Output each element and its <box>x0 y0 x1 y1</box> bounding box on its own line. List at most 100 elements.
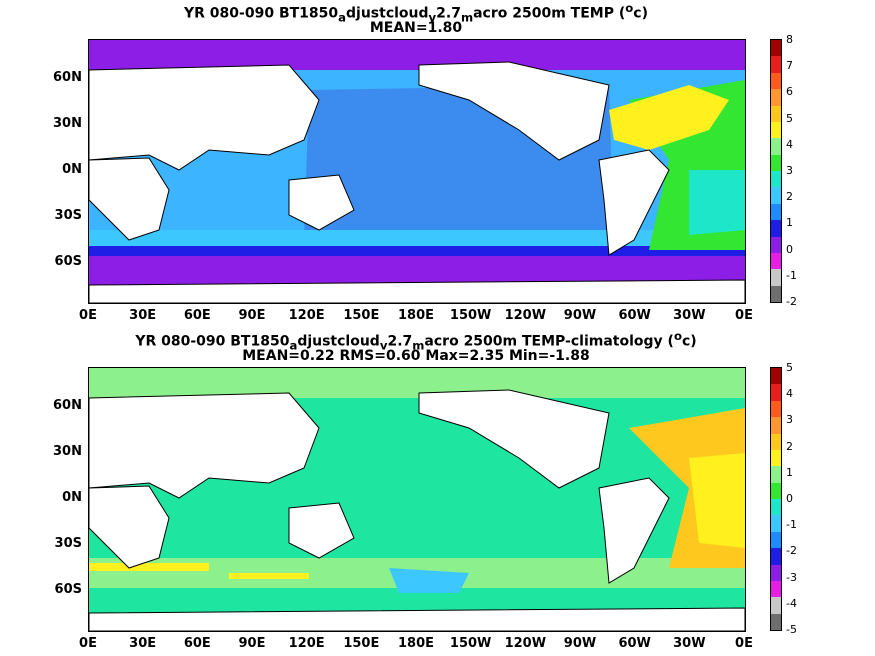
panel2-colorbar-label: 2 <box>786 439 793 453</box>
panel2-lat-0n: 0N <box>62 490 82 505</box>
panel1-lon-tick: 0E <box>735 308 753 323</box>
panel2-colorbar-segment <box>771 400 781 418</box>
panel2-lon-tick: 0E <box>735 636 753 651</box>
panel1-colorbar-segment <box>771 269 781 286</box>
panel1-lat-30n: 30N <box>53 116 82 131</box>
panel2-colorbar-segment <box>771 368 781 385</box>
panel1-map <box>88 39 746 304</box>
panel1-colorbar-segment <box>771 105 781 122</box>
panel1-eurasia <box>89 64 320 171</box>
panel2-colorbar-label: -5 <box>786 623 797 636</box>
panel1-colorbar-segment <box>771 220 781 237</box>
panel1-lon-tick: 60E <box>183 308 211 323</box>
panel1-colorbar-segment <box>771 252 781 270</box>
panel2-colorbar-label: -4 <box>786 596 797 610</box>
panel1-colorbar-segment <box>771 121 781 139</box>
panel2-colorbar-label: 5 <box>786 361 793 374</box>
panel2-colorbar-label: 1 <box>786 465 793 479</box>
panel2-colorbar-label: 0 <box>786 492 793 505</box>
panel1-southern-band <box>89 230 745 248</box>
panel2-lat-60s: 60S <box>54 582 82 597</box>
panel2-lon-tick: 180E <box>397 636 435 651</box>
panel1-colorbar-segment <box>771 56 781 73</box>
panel2-colorbar-segment <box>771 564 781 581</box>
panel1-colorbar-label: -1 <box>786 268 797 282</box>
panel1-south-atlantic <box>689 170 745 235</box>
panel2-southern-yellow-w <box>89 563 209 571</box>
panel2-colorbar-label: 3 <box>786 413 793 427</box>
panel1-lon-tick: 30E <box>129 308 157 323</box>
panel2-colorbar-segment <box>771 499 781 516</box>
panel1-lon-tick: 120W <box>504 308 547 323</box>
panel1-south-america <box>598 149 670 256</box>
panel1-lon-tick: 120E <box>288 308 325 323</box>
panel2-south-america <box>598 477 670 584</box>
panel2-colorbar <box>770 367 782 631</box>
panel2-colorbar-segment <box>771 433 781 450</box>
panel1-lat-0n: 0N <box>62 162 82 177</box>
panel1-colorbar-label: 3 <box>786 164 793 177</box>
panel2-eurasia <box>89 392 320 499</box>
panel2-lon-tick: 60E <box>183 636 211 651</box>
panel1-colorbar-segment <box>771 40 781 57</box>
panel2-lon-tick: 90W <box>563 636 597 651</box>
panel2-africa <box>89 485 170 569</box>
panel2-colorbar-segment <box>771 466 781 483</box>
panel2-ross-sea <box>389 568 469 593</box>
panel1-colorbar-segment <box>771 203 781 221</box>
panel1-lon-tick: 60W <box>618 308 651 323</box>
panel1-colorbar-label: 2 <box>786 190 793 204</box>
panel1-colorbar-segment <box>771 285 781 302</box>
panel2-lon-tick: 90E <box>238 636 266 651</box>
panel2-arctic <box>89 368 745 398</box>
panel1-title-line1: YR 080-090 BT1850adjustcloudv2.7macro 25… <box>184 1 648 25</box>
panel2-title-line2: MEAN=0.22 RMS=0.60 Max=2.35 Min=-1.88 <box>242 348 590 364</box>
panel2-colorbar-segment <box>771 515 781 532</box>
panel1-colorbar-segment <box>771 72 781 90</box>
panel1-colorbar-segment <box>771 138 781 155</box>
panel1-colorbar-segment <box>771 171 781 188</box>
panel1-africa <box>89 157 170 241</box>
panel1-north-america <box>418 61 610 161</box>
panel2-atlantic-yellow <box>689 453 745 548</box>
panel1-lat-60s: 60S <box>54 254 82 269</box>
panel1-southern-blue <box>89 246 745 258</box>
panel2-lon-tick: 30E <box>129 636 157 651</box>
panel2-map-svg <box>89 368 745 631</box>
panel2-antarctica <box>89 607 745 631</box>
panel2-lon-tick: 120W <box>504 636 547 651</box>
panel1-colorbar-label: 0 <box>786 242 793 256</box>
panel2-colorbar-segment <box>771 417 781 434</box>
panel2-colorbar-segment <box>771 548 781 565</box>
panel1-title-line2: MEAN=1.80 <box>369 20 463 36</box>
panel2-lon-tick: 0E <box>79 636 97 651</box>
panel2-colorbar-label: -1 <box>786 518 797 532</box>
panel1-colorbar-label: 4 <box>786 137 793 151</box>
panel1-lon-tick: 30W <box>673 308 706 323</box>
panel1-colorbar-segment <box>771 89 781 106</box>
panel1-colorbar-label: 5 <box>786 111 793 125</box>
panel2-lat-30n: 30N <box>53 444 82 459</box>
panel2-colorbar-segment <box>771 597 781 614</box>
panel2-colorbar-label: -3 <box>786 570 797 584</box>
panel2-lon-tick: 60W <box>618 636 651 651</box>
panel2-colorbar-segment <box>771 531 781 549</box>
panel1-lon-tick: 150E <box>343 308 380 323</box>
panel1-australia <box>288 174 355 231</box>
panel2-lat-60n: 60N <box>53 398 82 413</box>
panel1-antarctica <box>89 279 745 303</box>
panel1-lat-60n: 60N <box>53 70 82 85</box>
panel2-colorbar-label: -2 <box>786 544 797 558</box>
panel1-lon-tick: 90E <box>238 308 266 323</box>
panel1-colorbar-segment <box>771 187 781 204</box>
panel2-colorbar-segment <box>771 482 781 499</box>
panel2-colorbar-label: 4 <box>786 387 793 401</box>
panel2-lon-tick: 150E <box>343 636 380 651</box>
panel1-colorbar-label: 6 <box>786 85 793 99</box>
panel2-southern-yellow-e <box>229 573 309 579</box>
panel2-north-america <box>418 389 610 489</box>
panel1-colorbar-segment <box>771 236 781 253</box>
panel2-title-line1: YR 080-090 BT1850adjustcloudv2.7macro 25… <box>135 329 697 353</box>
panel1-map-svg <box>89 40 745 303</box>
panel1-gulf-stream <box>609 85 729 150</box>
